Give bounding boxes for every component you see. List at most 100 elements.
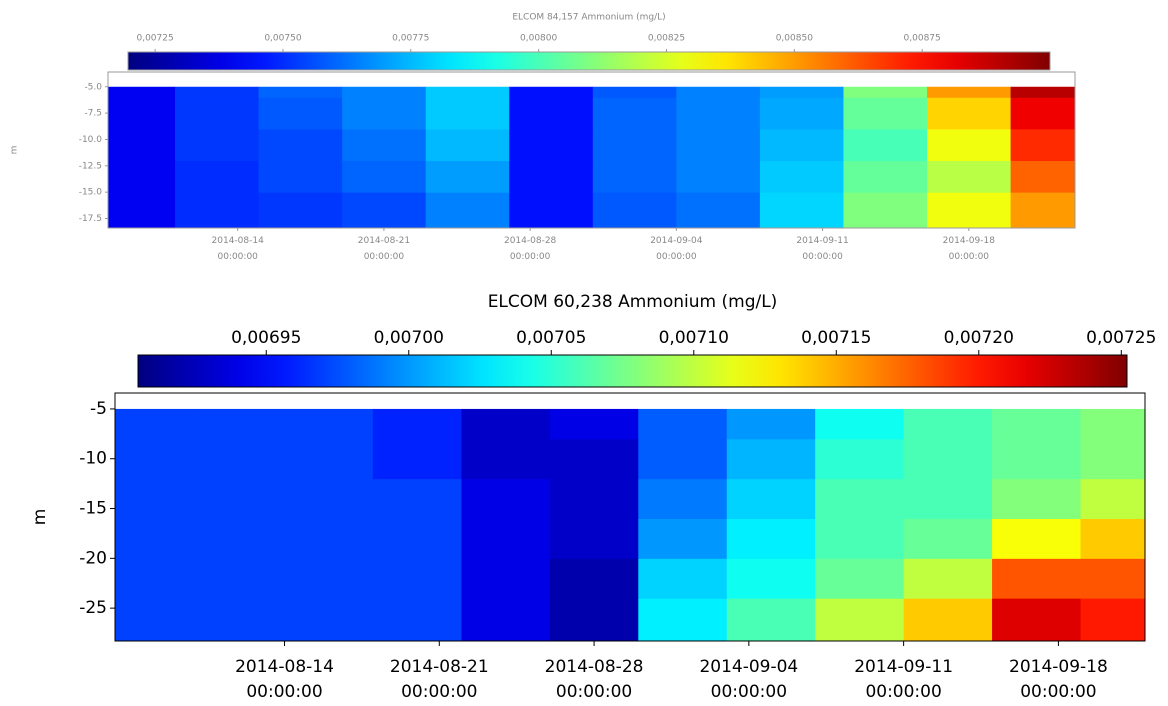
heat-cell (258, 97, 343, 130)
heat-cell (115, 598, 197, 642)
heat-cell (759, 192, 844, 229)
y-axis-label: m (30, 509, 50, 526)
heat-cell (815, 478, 905, 519)
colorbar-tick-label: 0,00800 (520, 34, 557, 44)
heat-cell (258, 86, 343, 98)
heat-cell (425, 160, 510, 193)
heat-cell (927, 128, 1012, 162)
plot-frame (114, 392, 1146, 642)
heat-cell (815, 518, 905, 559)
x-tick-label-line: 2014-09-18 (1009, 657, 1108, 677)
x-tick-label-line: 00:00:00 (802, 252, 843, 262)
x-tick-label-line: 00:00:00 (401, 682, 477, 702)
heat-cell (815, 408, 905, 440)
heat-cell (992, 558, 1082, 599)
heat-cell (726, 518, 816, 559)
heat-cell (592, 192, 677, 229)
heat-cell (372, 518, 462, 559)
heat-cell (592, 128, 677, 162)
heat-cell (1080, 438, 1146, 480)
x-tick-label-line: 00:00:00 (510, 252, 551, 262)
heat-cell (372, 438, 462, 480)
heat-cell (1010, 97, 1076, 130)
colorbar-tick-label: 0,00725 (136, 34, 173, 44)
heat-cell (509, 160, 594, 193)
heat-cell (175, 97, 260, 130)
heat-cell (903, 408, 993, 440)
heat-cell (196, 478, 286, 519)
y-tick-label: -17.5 (79, 214, 102, 224)
x-tick-label-line: 2014-09-18 (943, 236, 996, 246)
heat-cell (196, 598, 286, 642)
heat-cell (509, 192, 594, 229)
y-tick-label: -5 (90, 399, 107, 419)
heat-cell (196, 438, 286, 480)
heat-cell (342, 128, 427, 162)
heat-cell (284, 478, 374, 519)
x-tick-label: 2014-08-14 00:00:00 (212, 236, 265, 262)
colorbar-tick-label: 0,00750 (264, 34, 301, 44)
x-tick-label-line: 2014-09-04 (699, 657, 798, 677)
x-tick-label-line: 2014-08-14 (212, 236, 265, 246)
colorbar-tick-label: 0,00715 (801, 328, 871, 348)
heat-cell (342, 86, 427, 98)
colorbar (137, 354, 1128, 388)
colorbar-tick-label: 0,00725 (1086, 328, 1156, 348)
x-tick-label: 2014-09-11 00:00:00 (796, 236, 848, 262)
heat-cell (592, 97, 677, 130)
heat-cell (992, 438, 1082, 480)
heat-cell (638, 558, 728, 599)
heat-cell (108, 192, 176, 229)
plot-frame (107, 71, 1076, 229)
x-tick-label-line: 00:00:00 (949, 252, 990, 262)
colorbar-tick-label: 0,00710 (659, 328, 729, 348)
heat-cell (284, 558, 374, 599)
y-tick-label: -15.0 (79, 188, 103, 198)
heat-cell (1080, 478, 1146, 519)
colorbar-tick-label: 0,00875 (904, 34, 941, 44)
heat-cell (992, 408, 1082, 440)
x-tick-label-line: 00:00:00 (865, 682, 941, 702)
x-tick-label-line: 2014-09-04 (650, 236, 703, 246)
heat-cell (342, 160, 427, 193)
heat-cell (726, 478, 816, 519)
x-tick-label-line: 00:00:00 (1020, 682, 1096, 702)
x-tick-label-line: 00:00:00 (246, 682, 322, 702)
heat-cell (638, 478, 728, 519)
heat-cell (461, 438, 551, 480)
heat-cell (1010, 86, 1076, 98)
heat-cell (115, 558, 197, 599)
heat-cell (549, 558, 639, 599)
y-tick-label: -10 (79, 449, 107, 469)
heat-cell (992, 598, 1082, 642)
heat-cell (903, 598, 993, 642)
x-tick-label: 2014-08-28 00:00:00 (545, 657, 644, 702)
heat-cell (115, 478, 197, 519)
heat-cell (372, 478, 462, 519)
y-tick-label: -7.5 (84, 109, 102, 119)
heat-cell (903, 438, 993, 480)
colorbar (127, 51, 1051, 71)
heat-cell (927, 160, 1012, 193)
colorbar-tick-label: 0,00720 (944, 328, 1014, 348)
heat-cell (638, 408, 728, 440)
heat-cell (759, 160, 844, 193)
heat-cell (638, 518, 728, 559)
heat-cell (115, 518, 197, 559)
heat-cell (284, 408, 374, 440)
heat-cell (903, 558, 993, 599)
heat-cell (461, 408, 551, 440)
heat-cell (638, 598, 728, 642)
heat-cell (843, 160, 928, 193)
heat-cell (509, 97, 594, 130)
chart-title: ELCOM 84,157 Ammonium (mg/L) (512, 13, 665, 23)
heat-cell (549, 598, 639, 642)
y-tick-label: -25 (79, 598, 107, 618)
y-tick-label: -12.5 (79, 161, 102, 171)
heat-cell (549, 478, 639, 519)
heat-cell (726, 408, 816, 440)
colorbar-tick-label: 0,00700 (374, 328, 444, 348)
heat-cell (461, 478, 551, 519)
heat-cell (676, 192, 761, 229)
heat-cell (196, 408, 286, 440)
